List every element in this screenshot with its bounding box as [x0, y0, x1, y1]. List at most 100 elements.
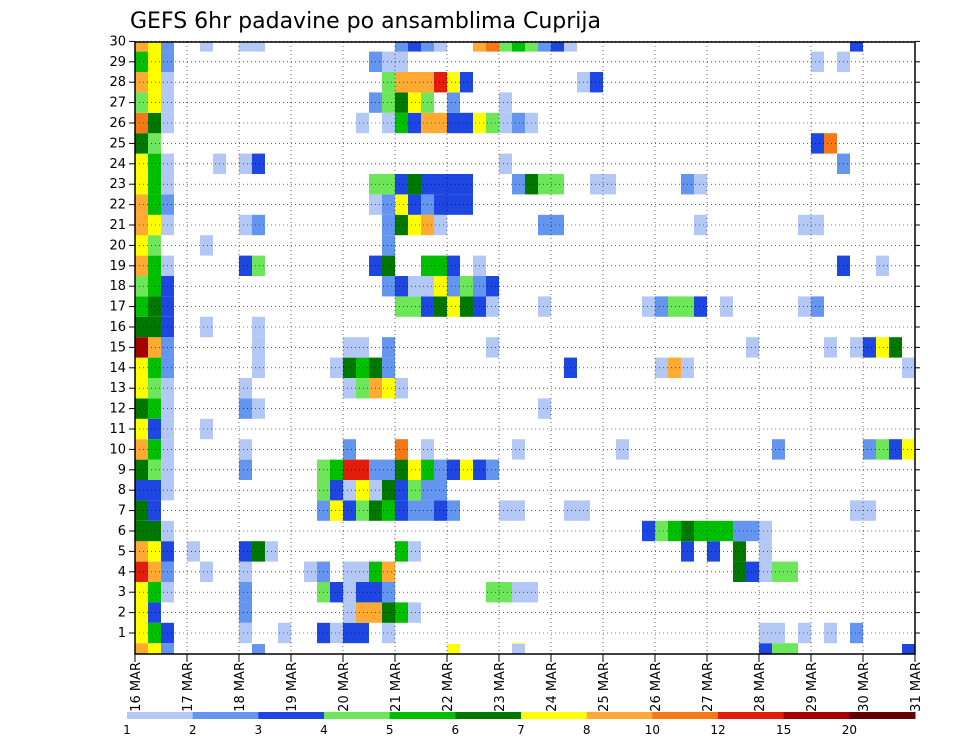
- heatmap-cell: [148, 255, 161, 276]
- heatmap-cell: [668, 520, 681, 542]
- heatmap-cell: [811, 214, 824, 236]
- heatmap-cell: [135, 276, 148, 297]
- heatmap-cell: [239, 602, 252, 623]
- heatmap-cell: [135, 255, 148, 276]
- heatmap-cell: [746, 561, 759, 582]
- heatmap-cell: [395, 112, 408, 134]
- heatmap-cell: [486, 582, 499, 603]
- colorbar-label: 12: [710, 723, 725, 737]
- x-tick-label: 19 MAR: [285, 662, 300, 712]
- heatmap-cell: [356, 561, 369, 582]
- heatmap-cell: [382, 337, 395, 358]
- heatmap-cell: [239, 582, 252, 603]
- heatmap-cell: [148, 337, 161, 358]
- colorbar-segment: [389, 712, 456, 719]
- heatmap-cell: [135, 418, 148, 440]
- heatmap-cell: [460, 276, 473, 297]
- heatmap-cell: [538, 398, 551, 419]
- heatmap-cell: [343, 480, 356, 501]
- x-tick-label: 21 MAR: [389, 662, 404, 712]
- colorbar: 1 2 3 4 5 6 7 8 10 12 15 20: [123, 712, 916, 737]
- y-tick-label: 23: [109, 177, 126, 192]
- heatmap-cell: [447, 92, 460, 113]
- heatmap-cell: [382, 582, 395, 603]
- heatmap-cell: [447, 276, 460, 297]
- colorbar-segment: [783, 712, 850, 719]
- heatmap-cell: [486, 459, 499, 480]
- heatmap-cell: [460, 459, 473, 480]
- heatmap-cell: [408, 602, 421, 623]
- heatmap-cell: [135, 582, 148, 603]
- heatmap-cell: [395, 439, 408, 460]
- heatmap-cell: [460, 174, 473, 195]
- heatmap-cell: [161, 42, 174, 52]
- colorbar-label: 3: [255, 723, 263, 737]
- heatmap-cell: [135, 174, 148, 195]
- heatmap-cell: [148, 582, 161, 603]
- heatmap-cell: [382, 459, 395, 480]
- heatmap-cell: [863, 439, 876, 460]
- heatmap-cell: [252, 398, 265, 419]
- heatmap-cell: [330, 357, 343, 378]
- heatmap-cell: [395, 500, 408, 521]
- colorbar-segment: [652, 712, 719, 719]
- heatmap-cell: [668, 296, 681, 317]
- heatmap-cell: [356, 357, 369, 378]
- heatmap-cell: [148, 644, 161, 654]
- colorbar-label: 6: [452, 723, 460, 737]
- heatmap-cell: [148, 51, 161, 72]
- heatmap-cell: [655, 520, 668, 542]
- y-tick-label: 16: [109, 320, 126, 335]
- heatmap-cell: [148, 500, 161, 521]
- heatmap-cell: [499, 92, 512, 113]
- y-tick-label: 2: [118, 606, 126, 621]
- heatmap-cell: [408, 112, 421, 134]
- heatmap-cell: [603, 174, 616, 195]
- colorbar-label: 5: [386, 723, 394, 737]
- heatmap-cell: [200, 418, 213, 440]
- colorbar-segment: [718, 712, 785, 719]
- heatmap-cell: [252, 214, 265, 236]
- heatmap-cell: [421, 42, 434, 52]
- heatmap-cell: [447, 459, 460, 480]
- heatmap-cell: [408, 296, 421, 317]
- heatmap-cell: [408, 500, 421, 521]
- heatmap-cell: [239, 398, 252, 419]
- colorbar-segment: [127, 712, 194, 719]
- heatmap-cell: [148, 296, 161, 317]
- heatmap-cell: [239, 214, 252, 236]
- heatmap-cell: [460, 194, 473, 215]
- heatmap-cell: [148, 72, 161, 93]
- y-tick-label: 10: [109, 442, 126, 457]
- heatmap-cell: [330, 622, 343, 644]
- heatmap-cell: [538, 296, 551, 317]
- heatmap-cell: [382, 255, 395, 276]
- y-tick-label: 14: [109, 361, 126, 376]
- heatmap-cell: [382, 561, 395, 582]
- colorbar-segment: [521, 712, 588, 719]
- colorbar-segment: [849, 712, 916, 719]
- heatmap-cell: [512, 174, 525, 195]
- heatmap-cell: [343, 582, 356, 603]
- heatmap-cell: [525, 42, 538, 52]
- y-tick-label: 5: [118, 544, 126, 559]
- heatmap-cell: [200, 42, 213, 52]
- heatmap-cell: [395, 296, 408, 317]
- heatmap-cell: [395, 480, 408, 501]
- heatmap-cell: [772, 439, 785, 460]
- heatmap-cell: [382, 378, 395, 399]
- heatmap-cell: [759, 643, 772, 654]
- heatmap-cell: [447, 72, 460, 93]
- heatmap-cell: [148, 174, 161, 195]
- colorbar-segment: [586, 712, 653, 719]
- heatmap-cell: [356, 582, 369, 603]
- heatmap-cell: [135, 622, 148, 644]
- heatmap-cell: [499, 500, 512, 521]
- heatmap-cell: [382, 72, 395, 93]
- heatmap-cell: [343, 337, 356, 358]
- heatmap-cell: [512, 439, 525, 460]
- y-axis-ticks: 1234567891011121314151617181920212223242…: [109, 34, 920, 641]
- heatmap-cell: [135, 439, 148, 460]
- heatmap-cell: [564, 42, 577, 52]
- x-tick-label: 22 MAR: [441, 662, 456, 712]
